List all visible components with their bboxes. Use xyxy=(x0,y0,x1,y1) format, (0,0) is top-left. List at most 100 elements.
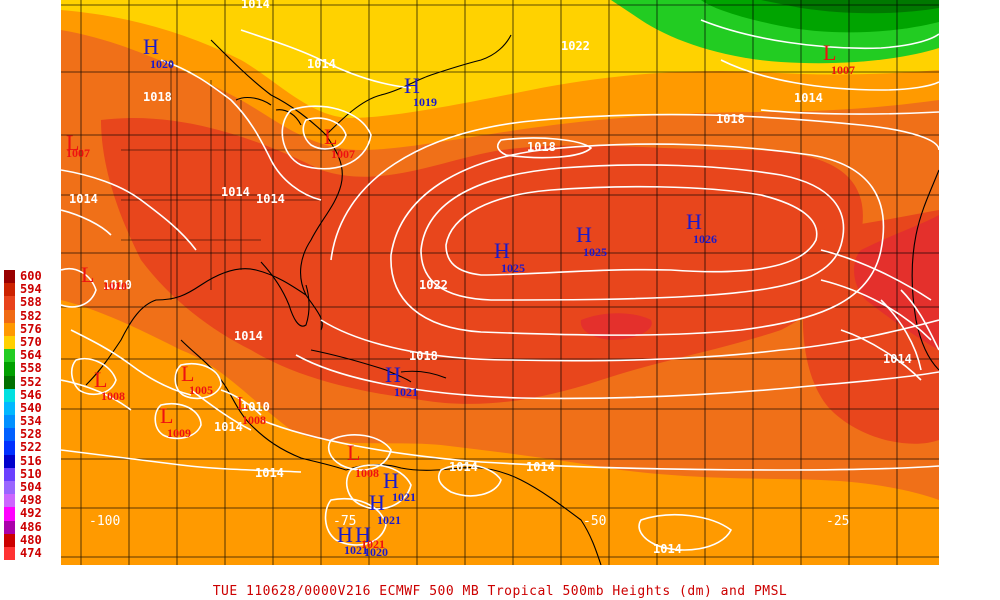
lon-label-75: -75 xyxy=(333,514,356,529)
legend-swatch xyxy=(4,322,15,336)
legend-entry: 522 xyxy=(4,441,54,455)
svg-text:L: L xyxy=(347,440,360,465)
legend-entry: 534 xyxy=(4,415,54,429)
isobar-label: 1014 xyxy=(526,460,555,474)
high-center: H 1020 xyxy=(355,529,388,559)
isobars xyxy=(61,19,939,551)
legend-entry: 510 xyxy=(4,466,54,481)
yucatan-central-america xyxy=(180,339,347,471)
svg-text:1008: 1008 xyxy=(101,389,125,403)
color-legend: 600 594 588 582 576 570 564 558 552 546 540 534 528 5… xyxy=(4,270,54,561)
isobar-label: 1014 xyxy=(69,192,98,206)
svg-text:L: L xyxy=(181,361,194,386)
lon-label-100: -100 xyxy=(89,514,120,529)
svg-text:H: H xyxy=(143,34,159,59)
north-america-coast xyxy=(85,39,343,386)
svg-text:L: L xyxy=(94,367,107,392)
legend-swatch xyxy=(4,507,15,521)
legend-label: 552 xyxy=(20,374,42,389)
isobar-label: 1010 xyxy=(241,400,270,414)
legend-label: 486 xyxy=(20,519,42,534)
legend-swatch xyxy=(4,546,15,561)
legend-label: 480 xyxy=(20,532,42,547)
legend-entry: 486 xyxy=(4,519,54,534)
legend-entry: 540 xyxy=(4,400,54,416)
svg-text:H: H xyxy=(383,468,399,493)
isobar-label: 1014 xyxy=(653,542,682,556)
legend-label: 516 xyxy=(20,453,42,468)
isobar-label: 1022 xyxy=(419,278,448,292)
map-caption: TUE 110628/0000V216 ECMWF 500 MB Tropica… xyxy=(212,584,788,599)
legend-label: 558 xyxy=(20,361,42,376)
svg-text:L: L xyxy=(81,262,94,287)
isobar-label: 1022 xyxy=(561,39,590,53)
cuba xyxy=(310,349,412,383)
isobar-label: 1014 xyxy=(794,91,823,105)
state-borders xyxy=(121,60,341,300)
great-lakes xyxy=(235,96,302,126)
hispaniola xyxy=(400,370,447,379)
legend-swatch xyxy=(4,415,15,429)
legend-entry: 546 xyxy=(4,387,54,402)
svg-text:H: H xyxy=(686,209,702,234)
low-center: L 1010 xyxy=(81,262,127,293)
band-576-south xyxy=(61,300,939,565)
svg-text:H: H xyxy=(355,522,371,547)
legend-label: 576 xyxy=(20,321,42,336)
isobar-label: 1014 xyxy=(449,460,478,474)
svg-text:1021: 1021 xyxy=(394,385,418,399)
isobar-label: 1014 xyxy=(255,466,284,480)
legend-entry: 498 xyxy=(4,494,54,508)
legend-swatch xyxy=(4,270,15,284)
legend-swatch xyxy=(4,362,15,376)
svg-text:L: L xyxy=(324,124,337,149)
legend-swatch xyxy=(4,283,15,297)
svg-text:H: H xyxy=(355,529,356,531)
legend-swatch xyxy=(4,481,15,495)
legend-label: 594 xyxy=(20,282,42,297)
legend-entry: 474 xyxy=(4,545,54,561)
svg-text:H: H xyxy=(494,238,510,263)
legend-entry: 516 xyxy=(4,453,54,468)
svg-text:1021: 1021 xyxy=(344,543,368,557)
svg-text:1020: 1020 xyxy=(364,545,388,559)
legend-label: 540 xyxy=(20,400,42,415)
legend-label: 546 xyxy=(20,387,42,402)
legend-entry: 570 xyxy=(4,335,54,350)
legend-swatch xyxy=(4,388,15,402)
svg-text:1021: 1021 xyxy=(377,513,401,527)
legend-entry: 492 xyxy=(4,507,54,521)
lat-lon-grid xyxy=(61,0,939,565)
legend-entry: 582 xyxy=(4,309,54,323)
south-america-coast xyxy=(345,464,602,565)
svg-text:H: H xyxy=(385,362,401,387)
isobar-label: 1010 xyxy=(103,278,132,292)
legend-label: 564 xyxy=(20,348,42,363)
svg-text:1008: 1008 xyxy=(355,466,379,480)
florida xyxy=(260,261,310,327)
legend-swatch xyxy=(4,533,15,547)
legend-entry: 576 xyxy=(4,321,54,336)
lon-label-25: -25 xyxy=(826,514,849,529)
legend-swatch xyxy=(4,296,15,310)
legend-entry: 528 xyxy=(4,428,54,442)
legend-label: 510 xyxy=(20,466,42,481)
isobar-label: 1014 xyxy=(234,329,263,343)
legend-label: 588 xyxy=(20,295,42,310)
legend-swatch xyxy=(4,494,15,508)
maine-canada-coast xyxy=(325,34,512,136)
svg-text:1025: 1025 xyxy=(583,245,607,259)
legend-label: 474 xyxy=(20,545,42,560)
high-center: H 1021 xyxy=(337,522,368,557)
legend-entry: 594 xyxy=(4,282,54,297)
